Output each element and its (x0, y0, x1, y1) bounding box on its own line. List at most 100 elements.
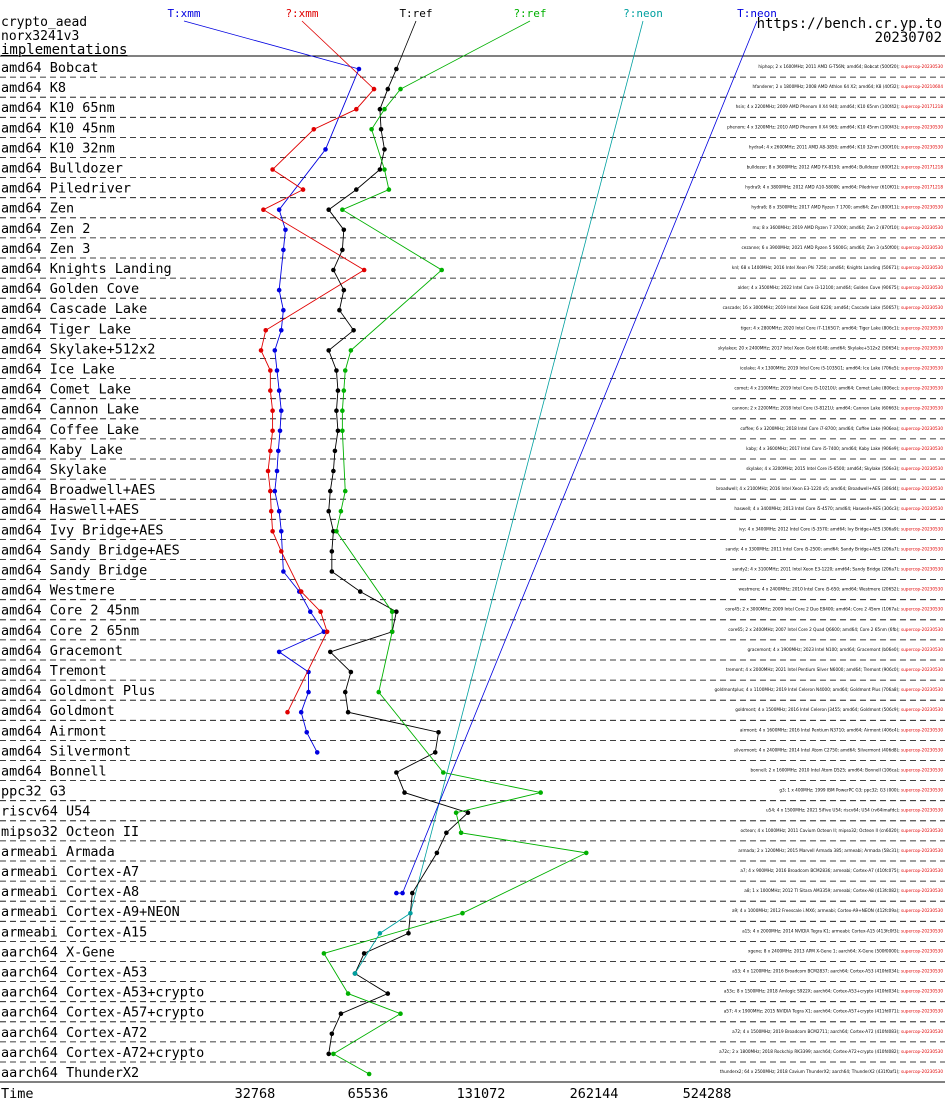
series-line (354, 912, 411, 974)
data-point (321, 629, 327, 635)
data-point (341, 287, 347, 293)
data-point (298, 709, 304, 715)
benchmark-date: 20230702 (874, 30, 942, 46)
host-label: hydra9; 4 x 3800MHz; 2012 AMD A10-5800K;… (745, 185, 943, 190)
data-point (281, 247, 286, 253)
data-point (276, 207, 282, 212)
category-label: amd64 Knights Landing (1, 261, 172, 277)
category-label: amd64 Tiger Lake (1, 321, 131, 337)
host-label: goldmont; 4 x 1500MHz; 2016 Intel Celero… (735, 707, 943, 712)
data-point (382, 167, 387, 172)
category-label: amd64 Goldmont Plus (1, 683, 155, 699)
data-point (342, 689, 348, 695)
legend-guide (396, 20, 417, 70)
series-line (260, 88, 375, 713)
host-label: sandy2; 4 x 3100MHz; 2011 Intel Xeon E3-… (732, 567, 943, 572)
category-label: armeabi Armada (1, 844, 115, 860)
category-label: amd64 Core 2 45nm (1, 603, 139, 619)
host-label: mu; 8 x 3600MHz; 2019 AMD Ryzen 7 3700X;… (753, 225, 944, 230)
host-label: g3; 1 x 400MHz; 1999 IBM PowerPC G3; ppc… (779, 788, 943, 793)
data-point (268, 388, 273, 393)
data-point (340, 428, 345, 434)
data-point (268, 368, 273, 373)
host-label: hiphop; 2 x 1600MHz; 2011 AMD G-T56N; am… (758, 64, 943, 69)
category-label: aarch64 Cortex-A72+crypto (1, 1045, 204, 1061)
legend-guide (402, 20, 758, 894)
operation-title: crypto_aead (1, 15, 88, 30)
x-tick-label: 65536 (348, 1086, 389, 1102)
category-label: amd64 Westmere (1, 583, 115, 599)
category-label: amd64 Tremont (1, 663, 107, 679)
data-point (340, 247, 345, 253)
data-point (285, 709, 290, 715)
data-point (440, 770, 446, 775)
host-label: goldmontplus; 4 x 1100MHz; 2019 Intel Ce… (715, 687, 944, 692)
data-point (338, 1011, 344, 1016)
data-point (326, 508, 332, 514)
legend-label: T:xmm (167, 7, 200, 20)
data-point (334, 529, 339, 534)
host-label: a72; 4 x 1500MHz; 2019 Broadcom BCM2711;… (732, 1029, 943, 1034)
host-label: coffee; 6 x 3200MHz; 2018 Intel Core i7-… (740, 426, 943, 431)
host-label: armada; 2 x 1200MHz; 2015 Marvell Armada… (738, 848, 943, 853)
category-label: amd64 Core 2 65nm (1, 623, 139, 639)
data-point (268, 508, 274, 514)
data-point (385, 86, 391, 92)
host-label: a8; 1 x 1000MHz; 2012 TI Sitara AM3359; … (744, 888, 943, 893)
legend-label: ?:ref (513, 7, 546, 20)
data-point (307, 609, 313, 614)
category-label: armeabi Cortex-A8 (1, 884, 139, 900)
data-point (342, 368, 348, 373)
data-point (272, 488, 278, 494)
data-point (318, 609, 323, 614)
data-point (327, 488, 333, 494)
legend-guide (410, 20, 644, 914)
series-line (274, 68, 360, 753)
host-label: westmere; 4 x 2400MHz; 2010 Intel Core i… (738, 587, 943, 592)
data-point (386, 187, 392, 192)
host-label: cannon; 2 x 2200MHz; 2018 Intel Core i3-… (732, 406, 943, 411)
series-line (323, 88, 588, 1075)
legend-label: T:neon (737, 7, 777, 20)
category-label: armeabi Cortex-A15 (1, 924, 147, 940)
data-point (275, 448, 281, 454)
data-point (377, 106, 383, 112)
host-label: ivy; 4 x 3400MHz; 2012 Intel Core i5-357… (739, 526, 944, 531)
data-point (369, 127, 374, 132)
category-label: amd64 Kaby Lake (1, 442, 123, 458)
data-point (337, 307, 342, 313)
data-point (453, 810, 459, 815)
legend-label: T:ref (399, 7, 432, 20)
host-label: tremont; 4 x 2000MHz; 2021 Intel Pentium… (726, 667, 944, 672)
data-point (258, 348, 264, 353)
host-label: skylakex; 20 x 2400MHz; 2017 Intel Xeon … (718, 345, 943, 350)
data-point (338, 508, 344, 514)
data-point (434, 850, 440, 856)
data-point (345, 991, 351, 996)
category-label: amd64 Golden Cove (1, 281, 139, 297)
source-url: https://bench.cr.yp.to (756, 16, 942, 32)
host-label: cezanne; 6 x 3900MHz; 2021 AMD Ryzen 5 5… (741, 245, 943, 250)
data-point (583, 850, 589, 856)
category-label: amd64 Goldmont (1, 703, 115, 719)
data-point (357, 589, 363, 594)
category-label: armeabi Cortex-A9+NEON (1, 904, 180, 920)
data-point (408, 910, 413, 916)
host-label: a72c; 2 x 1800MHz; 2018 Rockchip RK3399;… (719, 1049, 943, 1054)
host-label: hsin; 4 x 2200MHz; 2009 AMD Phenom II X4… (736, 104, 944, 109)
host-label: phenom; 4 x 3200MHz; 2010 AMD Phenom II … (727, 124, 943, 129)
data-point (265, 468, 271, 474)
data-point (376, 689, 382, 695)
data-point (335, 388, 341, 393)
data-point (335, 428, 341, 434)
category-label: amd64 Cascade Lake (1, 301, 147, 317)
category-label: amd64 Zen 2 (1, 221, 90, 237)
data-point (361, 267, 367, 273)
data-point (398, 1011, 403, 1016)
host-label: octeon; 4 x 1000MHz; 2011 Cavium Octeon … (740, 828, 943, 833)
host-label: a53; 4 x 1200MHz; 2016 Broadcom BCM2837;… (732, 969, 943, 974)
data-point (377, 167, 383, 172)
data-point (276, 388, 282, 393)
data-point (351, 328, 356, 333)
data-point (326, 207, 332, 212)
